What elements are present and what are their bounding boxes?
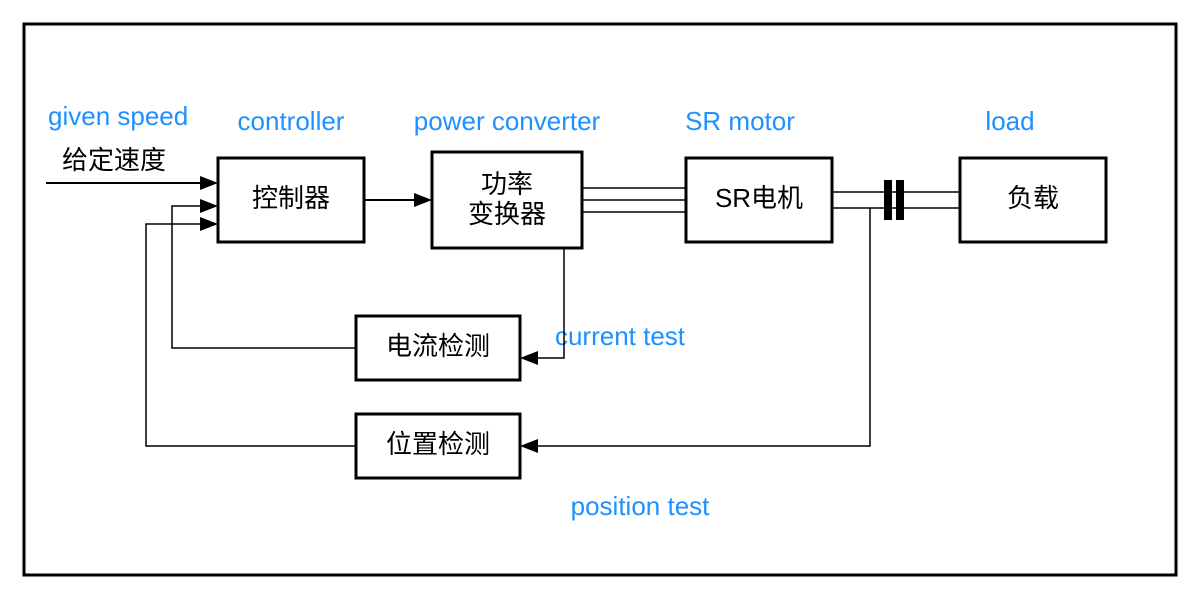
given-speed-cn: 给定速度 bbox=[62, 145, 166, 175]
load-en: load bbox=[985, 106, 1034, 136]
position-test-en: position test bbox=[571, 491, 711, 521]
power-converter-cn2: 变换器 bbox=[468, 199, 546, 229]
current-test-cn: 电流检测 bbox=[386, 331, 490, 361]
position-test-cn: 位置检测 bbox=[386, 429, 490, 459]
position-to-controller-head bbox=[200, 217, 218, 231]
power-converter-en: power converter bbox=[414, 106, 601, 136]
shaft-to-position-head bbox=[520, 439, 538, 453]
position-to-controller-line bbox=[146, 224, 356, 446]
controller-to-converter-head bbox=[414, 193, 432, 207]
coupling-block-right bbox=[896, 180, 904, 220]
input-arrow-head bbox=[200, 176, 218, 190]
block-diagram: 给定速度 given speed 控制器 controller 功率 变换器 p… bbox=[0, 0, 1200, 599]
current-test-en: current test bbox=[555, 321, 686, 351]
converter-to-current-head bbox=[520, 351, 538, 365]
sr-motor-en: SR motor bbox=[685, 106, 795, 136]
sr-motor-cn: SR电机 bbox=[715, 183, 803, 213]
load-cn: 负载 bbox=[1007, 183, 1059, 213]
coupling-block-left bbox=[884, 180, 892, 220]
controller-cn: 控制器 bbox=[252, 183, 330, 213]
given-speed-en: given speed bbox=[48, 101, 188, 131]
current-to-controller-head bbox=[200, 199, 218, 213]
power-converter-cn1: 功率 bbox=[481, 169, 533, 199]
controller-en: controller bbox=[238, 106, 345, 136]
